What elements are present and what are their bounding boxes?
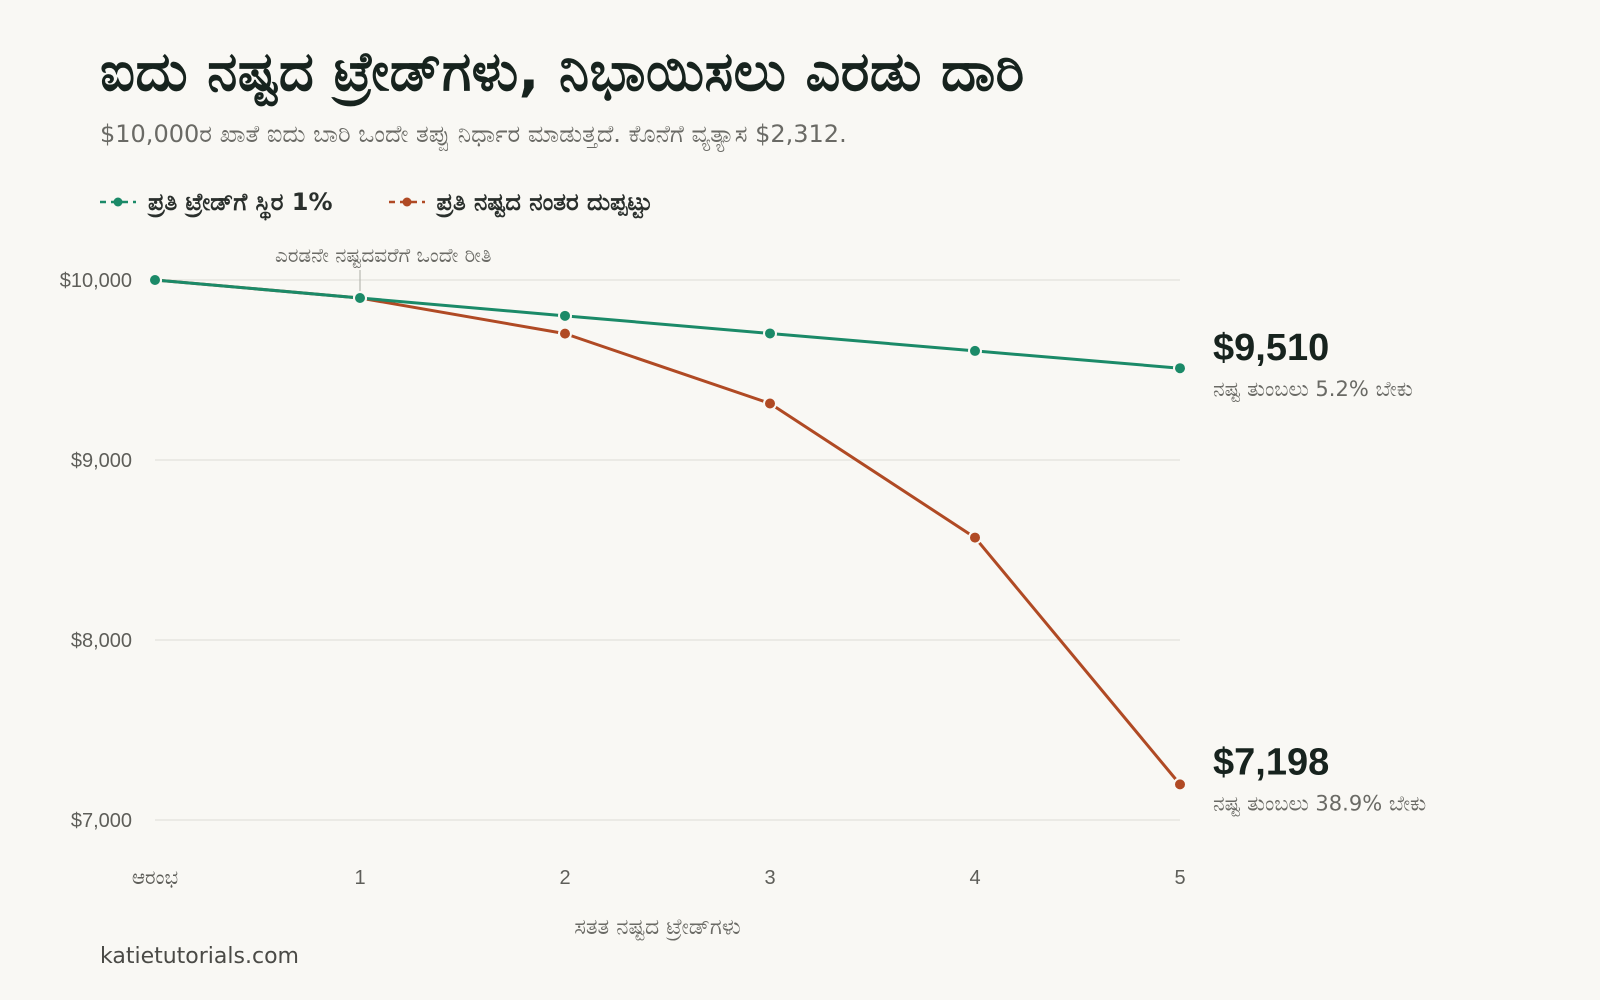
legend-label-doubling: ಪ್ರತಿ ನಷ್ಟದ ನಂತರ ದುಪ್ಪಟ್ಟು (436, 188, 653, 216)
x-axis-label: ಸತತ ನಷ್ಟದ ಟ್ರೇಡ್‌ಗಳು (574, 915, 741, 940)
annotation-text: ಎರಡನೇ ನಷ್ಟದವರೆಗೆ ಒಂದೇ ರೀತಿ (275, 243, 492, 268)
x-tick-label: 1 (354, 867, 365, 889)
legend-swatch-doubling (388, 197, 425, 207)
y-tick-label: $8,000 (71, 630, 132, 652)
data-point-doubling (968, 530, 982, 545)
end-value-doubling: $7,198 (1213, 741, 1329, 783)
data-point-fixed (1173, 361, 1187, 376)
y-tick-label: $10,000 (60, 270, 132, 292)
x-tick-label: 5 (1174, 867, 1185, 889)
x-tick-label: 3 (764, 867, 775, 889)
legend-swatch-fixed (100, 197, 136, 207)
x-tick-label: 4 (969, 867, 980, 889)
data-point-doubling (1173, 777, 1187, 792)
chart-subtitle: $10,000ರ ಖಾತೆ ಐದು ಬಾರಿ ಒಂದೇ ತಪ್ಪು ನಿರ್ಧಾ… (100, 120, 847, 148)
x-tick-label: ಆರಂಭ (132, 867, 178, 889)
legend-item-fixed: ಪ್ರತಿ ಟ್ರೇಡ್‌ಗೆ ಸ್ಥಿರ 1% (100, 188, 333, 216)
data-point-fixed (148, 273, 162, 287)
end-value-fixed: $9,510 (1213, 327, 1329, 369)
data-point-fixed (353, 291, 367, 305)
end-note-doubling: ನಷ್ಟ ತುಂಬಲು 38.9% ಬೇಕು (1213, 791, 1426, 816)
y-tick-label: $7,000 (71, 810, 132, 832)
series-line-fixed (154, 278, 1181, 370)
end-note-fixed: ನಷ್ಟ ತುಂಬಲು 5.2% ಬೇಕು (1213, 377, 1413, 402)
legend: ಪ್ರತಿ ಟ್ರೇಡ್‌ಗೆ ಸ್ಥಿರ 1% ಪ್ರತಿ ನಷ್ಟದ ನಂತ… (100, 188, 652, 216)
legend-item-doubling: ಪ್ರತಿ ನಷ್ಟದ ನಂತರ ದುಪ್ಪಟ್ಟು (388, 188, 653, 216)
legend-label-fixed: ಪ್ರತಿ ಟ್ರೇಡ್‌ಗೆ ಸ್ಥಿರ 1% (148, 188, 333, 216)
data-point-fixed (763, 326, 777, 341)
data-point-doubling (763, 396, 777, 411)
data-point-fixed (558, 308, 572, 323)
source-credit: katietutorials.com (100, 944, 299, 969)
chart-title: ಐದು ನಷ್ಟದ ಟ್ರೇಡ್‌ಗಳು, ನಿಭಾಯಿಸಲು ಎರಡು ದಾರ… (100, 40, 1025, 103)
data-point-fixed (968, 343, 982, 358)
y-tick-label: $9,000 (71, 450, 132, 472)
x-tick-label: 2 (559, 867, 570, 889)
data-point-doubling (558, 326, 572, 341)
